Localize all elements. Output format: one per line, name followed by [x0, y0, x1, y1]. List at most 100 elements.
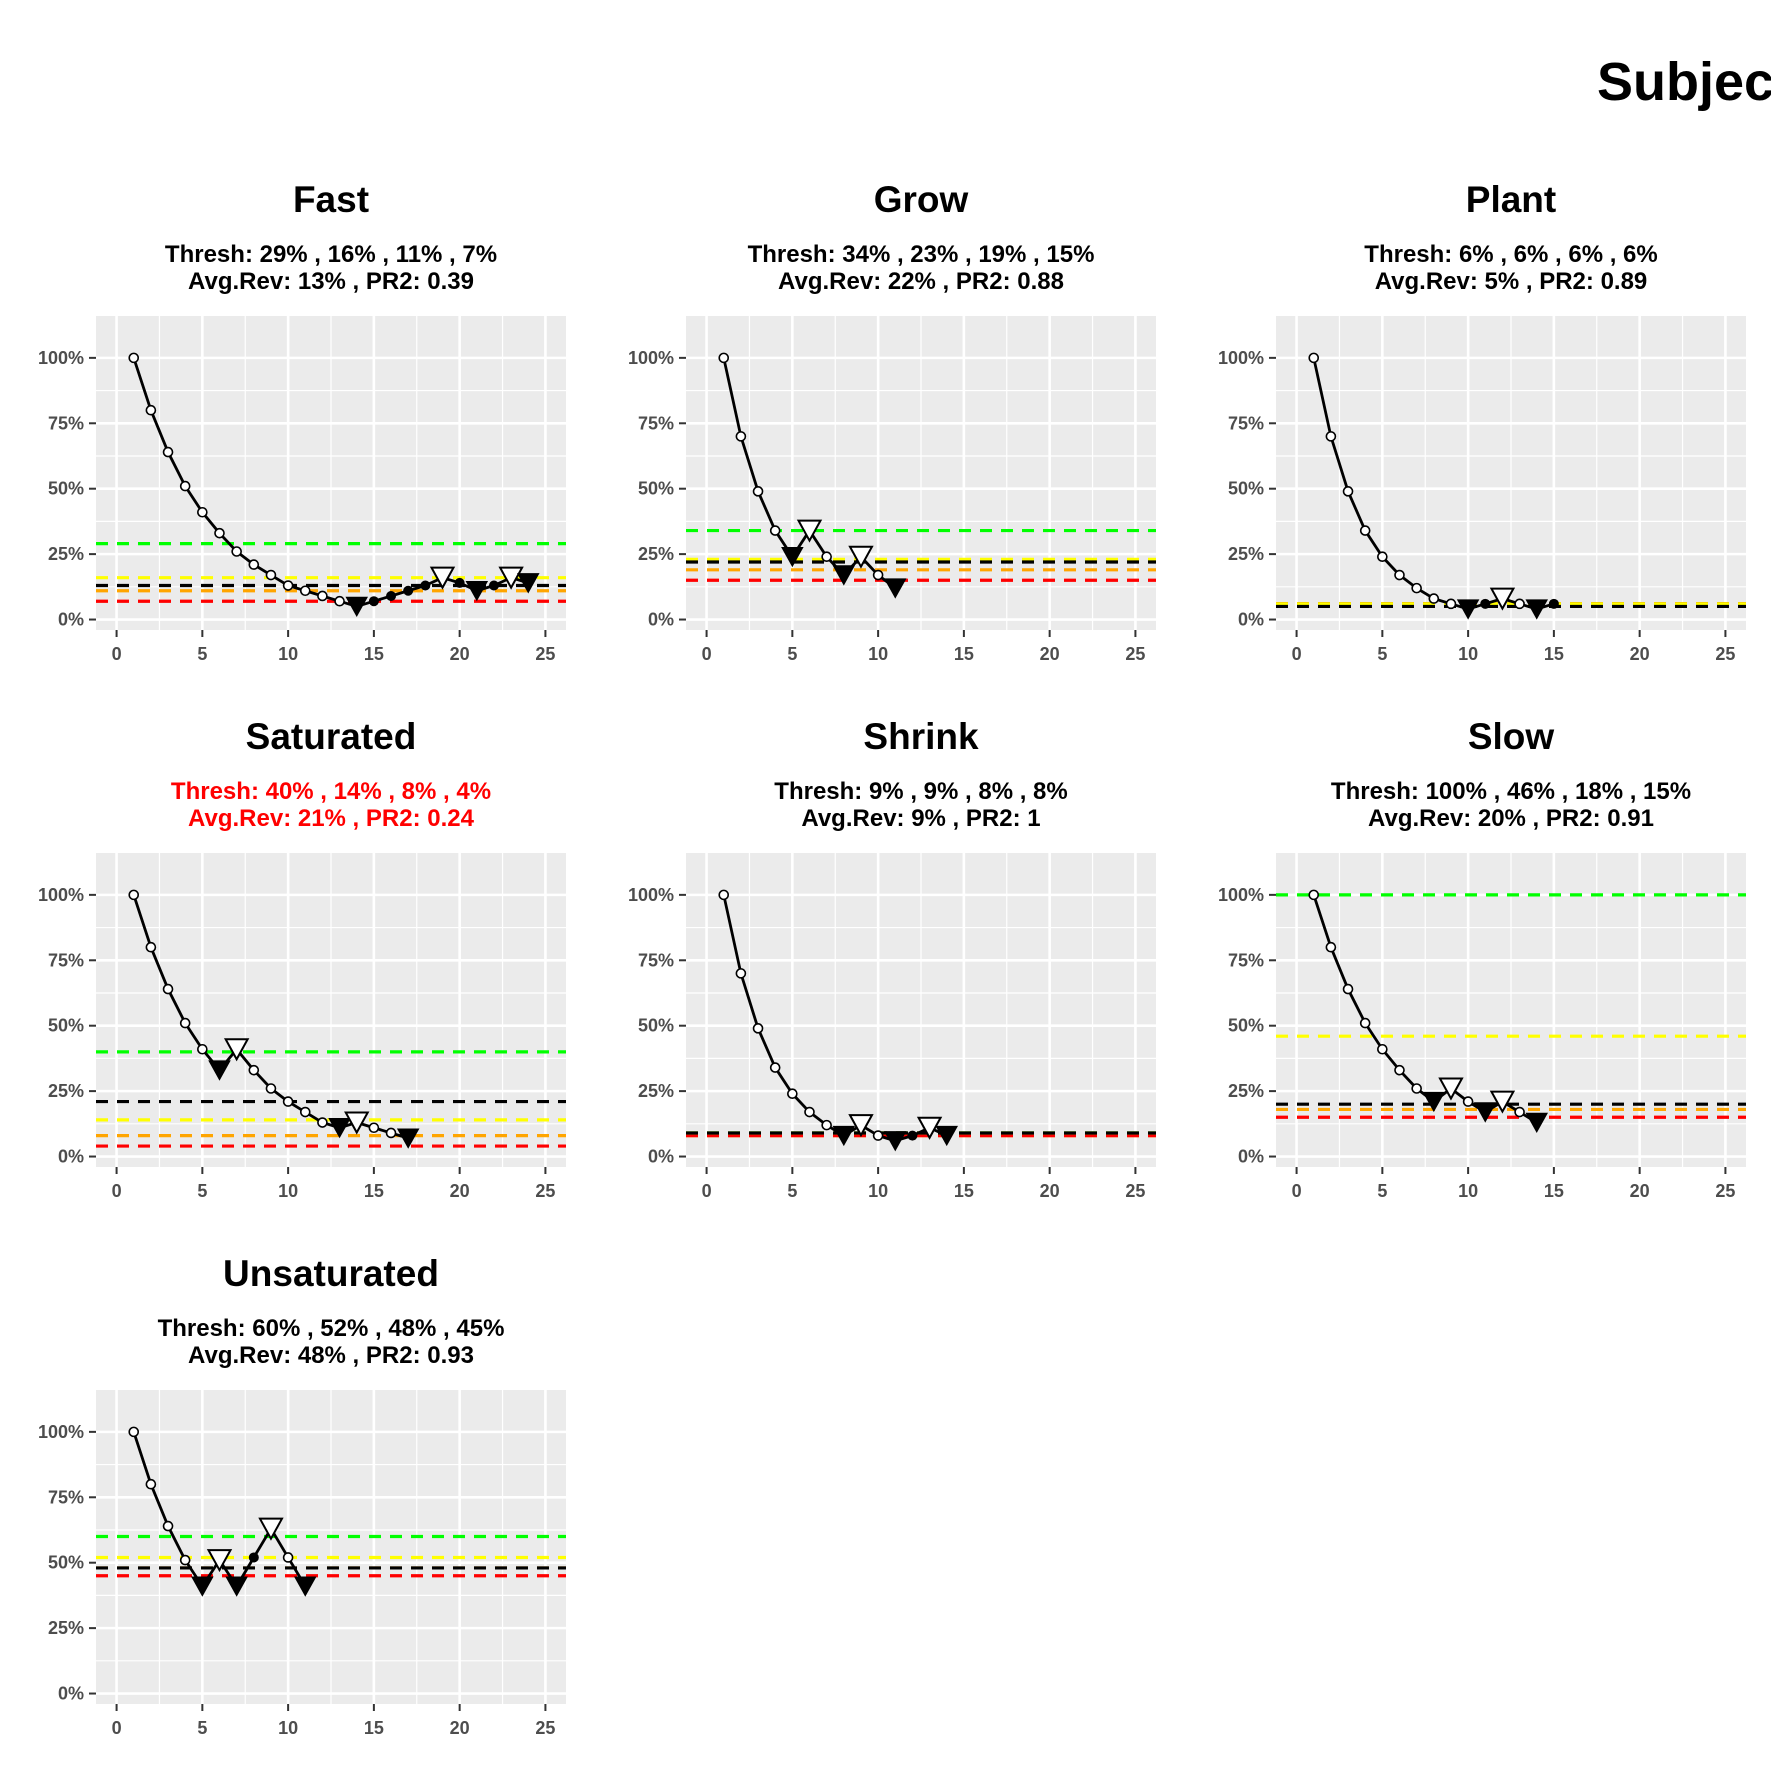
x-tick-label: 0 [112, 1181, 122, 1201]
data-point [769, 1062, 781, 1073]
data-point [368, 596, 379, 607]
data-point [282, 1096, 294, 1107]
data-point [197, 1043, 208, 1055]
data-point [1428, 593, 1440, 604]
panel-shrink: Shrink Thresh: 9% , 9% , 8% , 8%Avg.Rev: … [628, 716, 1156, 1201]
y-tick-label: 50% [1228, 1016, 1264, 1036]
y-tick-label: 25% [1228, 1081, 1264, 1101]
x-tick-label: 25 [535, 1718, 555, 1738]
data-point [248, 1552, 259, 1563]
y-tick-label: 50% [48, 1016, 84, 1036]
thresh-label: Thresh: 40% , 14% , 8% , 4% [171, 778, 491, 805]
y-tick-label: 0% [58, 610, 84, 630]
data-point [128, 1426, 140, 1438]
y-tick-label: 25% [48, 1081, 84, 1101]
gridlines [1276, 853, 1746, 1167]
x-tick-label: 10 [1458, 644, 1478, 664]
data-point [265, 569, 277, 581]
x-tick-label: 5 [197, 644, 207, 664]
panel-title: Fast [293, 179, 369, 220]
x-tick-label: 15 [1544, 644, 1564, 664]
y-tick-label: 75% [638, 950, 674, 970]
avg-rev-label: Avg.Rev: 9% , PR2: 1 [801, 805, 1040, 832]
reversal-down-marker [293, 1576, 317, 1597]
data-point [718, 889, 730, 901]
x-tick-label: 10 [278, 644, 298, 664]
x-tick-label: 15 [364, 1718, 384, 1738]
y-tick-label: 25% [1228, 544, 1264, 564]
x-tick-label: 0 [702, 644, 712, 664]
y-tick-label: 0% [648, 610, 674, 630]
data-point [1308, 352, 1320, 364]
avg-rev-label: Avg.Rev: 5% , PR2: 0.89 [1375, 268, 1648, 295]
panel-plant: Plant Thresh: 6% , 6% , 6% , 6%Avg.Rev: 5… [1218, 179, 1746, 664]
gridlines [1276, 316, 1746, 630]
avg-rev-label: Avg.Rev: 13% , PR2: 0.39 [188, 268, 474, 295]
reversal-up-marker [344, 1111, 370, 1135]
data-point [179, 1554, 191, 1566]
data-point [214, 527, 225, 539]
figure-title: Subject [1597, 52, 1771, 112]
data-point [1548, 598, 1559, 609]
data-point [1325, 941, 1337, 953]
panel-title: Unsaturated [223, 1253, 439, 1294]
data-point [368, 1122, 380, 1134]
data-point [1308, 889, 1320, 901]
data-point [317, 590, 328, 602]
data-point [804, 1106, 815, 1118]
data-point [821, 1119, 832, 1131]
y-tick-label: 75% [1228, 950, 1264, 970]
panel-title: Saturated [246, 716, 417, 757]
x-tick-label: 25 [535, 1181, 555, 1201]
data-point [1462, 1096, 1474, 1107]
data-point [248, 1064, 260, 1076]
reversal-down-marker [396, 1128, 420, 1149]
x-tick-label: 0 [112, 644, 122, 664]
thresh-label: Thresh: 29% , 16% , 11% , 7% [165, 241, 497, 268]
avg-rev-label: Avg.Rev: 22% , PR2: 0.88 [778, 268, 1064, 295]
thresh-label: Thresh: 34% , 23% , 19% , 15% [748, 241, 1095, 268]
data-point [248, 559, 260, 570]
data-point [282, 1552, 294, 1563]
data-point [769, 525, 781, 536]
x-tick-label: 5 [787, 1181, 797, 1201]
x-tick-label: 10 [868, 644, 888, 664]
reversal-down-marker [1422, 1091, 1446, 1113]
reversal-up-marker [498, 566, 524, 590]
data-point [718, 352, 730, 364]
data-point [145, 404, 157, 416]
reversal-up-marker [258, 1517, 284, 1541]
data-point [197, 506, 208, 518]
data-point [162, 1520, 174, 1532]
reversal-down-marker [516, 573, 540, 594]
data-point [1377, 1043, 1388, 1055]
reversal-down-marker [1525, 1112, 1549, 1134]
x-tick-label: 20 [450, 1181, 470, 1201]
panel-title: Slow [1468, 716, 1555, 757]
y-tick-label: 100% [1218, 885, 1264, 905]
x-tick-label: 15 [364, 644, 384, 664]
data-point [1514, 598, 1525, 610]
x-tick-label: 15 [954, 644, 974, 664]
reversal-down-marker [781, 546, 804, 568]
y-tick-label: 100% [628, 885, 674, 905]
data-point [821, 551, 832, 563]
reversal-down-marker [208, 1060, 231, 1081]
avg-rev-label: Avg.Rev: 21% , PR2: 0.24 [188, 805, 475, 832]
x-tick-label: 25 [535, 644, 555, 664]
y-tick-label: 75% [1228, 413, 1264, 433]
data-point [1359, 525, 1371, 536]
data-point [317, 1117, 328, 1128]
data-point [265, 1083, 277, 1094]
data-point [752, 486, 764, 497]
data-point [162, 983, 174, 995]
reversal-down-marker [191, 1576, 214, 1597]
data-point [231, 546, 242, 557]
gridlines [96, 853, 566, 1167]
y-tick-label: 25% [48, 544, 84, 564]
gridlines [686, 316, 1156, 630]
gridlines [96, 1390, 566, 1704]
avg-rev-label: Avg.Rev: 48% , PR2: 0.93 [188, 1342, 474, 1369]
data-point [1359, 1017, 1371, 1029]
data-point [1411, 582, 1422, 594]
